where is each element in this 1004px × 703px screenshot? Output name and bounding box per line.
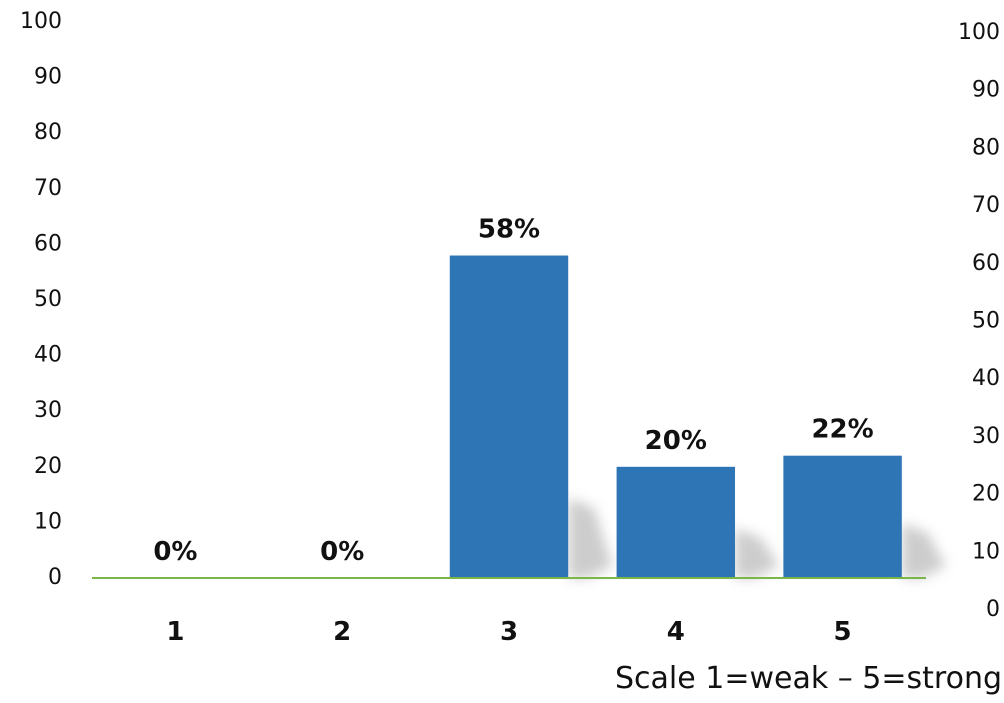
data-label: 58% [478, 215, 540, 245]
y-tick-label-right: 60 [972, 251, 1000, 276]
y-tick-label-left: 30 [34, 398, 62, 423]
bar-shadow [735, 527, 780, 578]
x-tick-label: 1 [166, 617, 184, 647]
y-tick-label-left: 70 [34, 176, 62, 201]
bar [616, 466, 736, 578]
y-tick-label-right: 70 [972, 193, 1000, 218]
data-label: 20% [645, 426, 707, 456]
y-tick-label-right: 10 [972, 539, 1000, 564]
y-tick-label-right: 90 [972, 78, 1000, 103]
y-tick-label-right: 50 [972, 309, 1000, 334]
bar [783, 455, 902, 578]
y-tick-label-right: 80 [972, 135, 1000, 160]
x-tick-label: 2 [333, 617, 351, 647]
y-tick-label-left: 100 [20, 9, 62, 34]
x-tick-label: 5 [834, 617, 852, 647]
y-tick-label-left: 60 [34, 231, 62, 256]
bar-shadow [901, 522, 946, 578]
data-label: 0% [153, 537, 197, 567]
y-tick-label-right: 100 [958, 20, 1000, 45]
data-label: 0% [320, 537, 364, 567]
x-axis-caption: Scale 1=weak – 5=strong [615, 661, 1002, 696]
bar [449, 255, 569, 578]
y-tick-label-left: 80 [34, 120, 62, 145]
data-label: 22% [811, 415, 873, 445]
y-tick-label-left: 10 [34, 509, 62, 534]
y-tick-label-right: 40 [972, 366, 1000, 391]
bar-shadow [568, 498, 613, 578]
y-tick-label-right: 30 [972, 424, 1000, 449]
y-tick-label-left: 20 [34, 454, 62, 479]
x-tick-label: 4 [667, 617, 685, 647]
y-tick-label-right: 0 [986, 597, 1000, 622]
y-tick-label-left: 90 [34, 65, 62, 90]
y-tick-label-right: 20 [972, 482, 1000, 507]
x-tick-label: 3 [500, 617, 518, 647]
y-tick-label-left: 40 [34, 343, 62, 368]
y-tick-label-left: 50 [34, 287, 62, 312]
y-tick-label-left: 0 [48, 565, 62, 590]
